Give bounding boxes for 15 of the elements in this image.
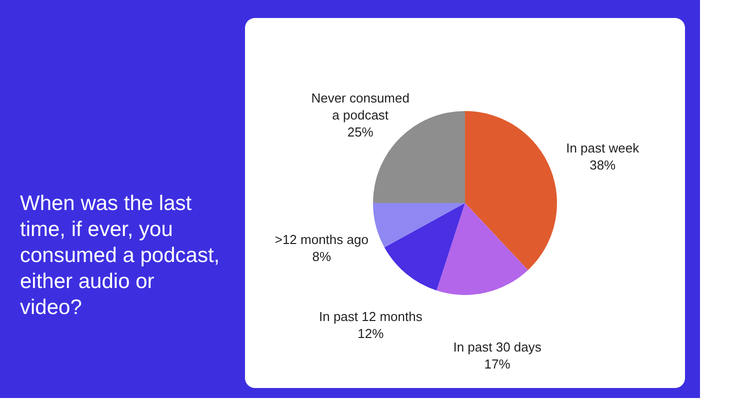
data-label: 25% [347,124,374,140]
pie-slice [373,203,465,248]
pie-slice [436,203,528,295]
data-label: 8% [312,248,332,264]
slice-label: In past 12 months [318,309,423,324]
slice-label: In past week [566,140,640,156]
slice-label: In past 30 days [453,339,542,354]
data-label: 17% [484,356,511,372]
text: When was the last time, if ever, you consumed a podcast, either audio or video? [20,192,220,319]
data-label: 38% [590,158,616,173]
slice-label: >12 months ago [274,232,368,247]
pie-slice [384,203,465,290]
data-label: 12% [358,326,384,342]
pie-slice [465,111,557,270]
slice-label: Never consumed a podcast [311,90,410,122]
